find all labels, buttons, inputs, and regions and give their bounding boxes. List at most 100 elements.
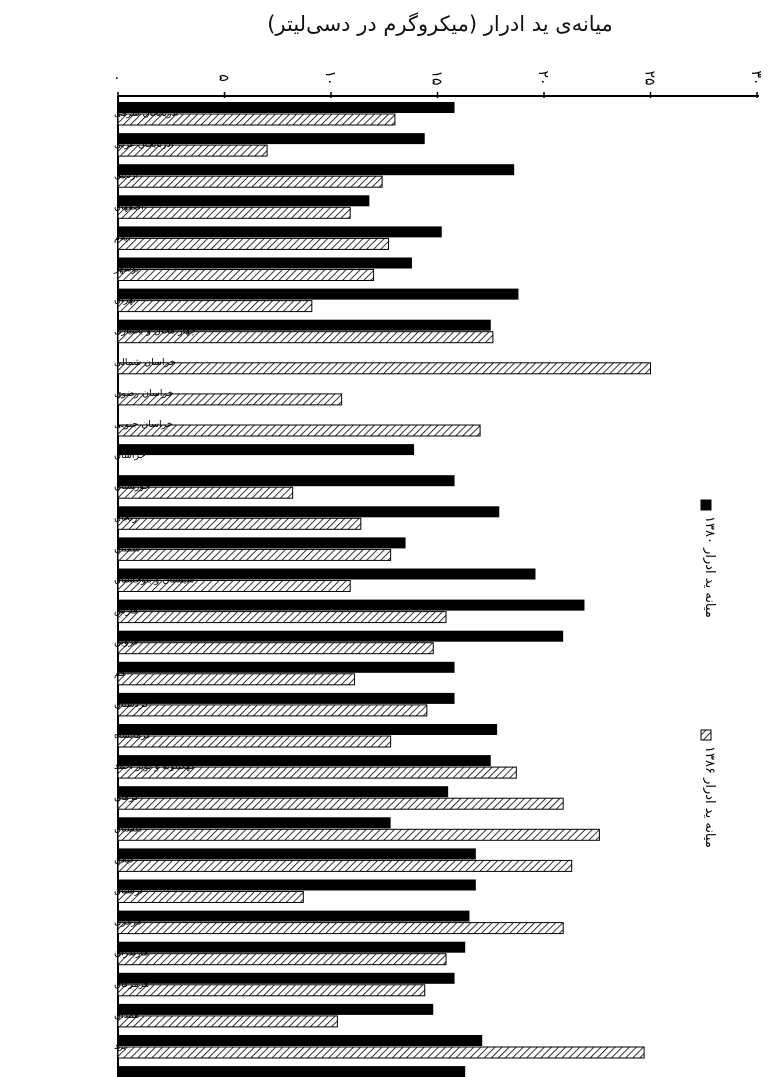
bar-1386 — [117, 362, 651, 375]
x-tick-label: ۱۰ — [322, 70, 338, 85]
category-label: گلستان — [114, 822, 143, 834]
bar-1386 — [117, 673, 355, 686]
category-label: هرمزگان — [114, 978, 149, 990]
bar-1380 — [118, 910, 470, 922]
category-label: ایلام — [114, 232, 131, 243]
category-label: همدان — [114, 1010, 139, 1021]
bar-1386 — [117, 548, 392, 561]
bar-1386 — [117, 331, 494, 344]
bar-1380 — [118, 848, 476, 860]
bar-1380 — [118, 755, 491, 767]
bar-1380 — [118, 1066, 466, 1077]
bar-1380 — [118, 630, 564, 642]
bar-1380 — [118, 102, 455, 113]
category-label: مازندران — [114, 948, 148, 959]
category-label: سیستان و بلوچستان — [114, 575, 194, 586]
x-tick-label: ۱۵ — [429, 70, 445, 85]
x-tick-label: ۲۰ — [535, 70, 551, 85]
bar-1380 — [118, 972, 455, 984]
bar-1386 — [117, 300, 313, 313]
bar-1380 — [118, 1003, 434, 1015]
bar-1386 — [117, 517, 362, 530]
bar-1386 — [117, 580, 351, 592]
bar-1380 — [118, 133, 425, 145]
bar-1380 — [118, 786, 449, 798]
bar-1386 — [117, 269, 375, 281]
category-label: بوشهر — [113, 264, 139, 275]
category-label: کل کشور — [113, 1072, 152, 1077]
bar-1386 — [117, 766, 517, 779]
legend: میانه ید ادرار ۱۳۸۰ میانه ید ادرار ۱۳۸۶ — [700, 499, 717, 848]
category-label: کرمانشاه — [114, 730, 151, 741]
category-label: قزوین — [114, 637, 138, 648]
bar-1380 — [118, 257, 412, 269]
bar-1380 — [118, 879, 476, 891]
bar-1380 — [118, 568, 536, 580]
category-label: کرمان — [114, 792, 139, 803]
bar-1386 — [117, 611, 447, 624]
bar-1386 — [117, 704, 428, 717]
category-label: سمنان — [114, 543, 140, 554]
bar-1380 — [118, 475, 455, 487]
bar-1386 — [117, 984, 426, 997]
bars-layer — [117, 102, 651, 1077]
bar-1380 — [118, 444, 415, 456]
category-label: گیلان — [114, 853, 135, 865]
hatched-square-icon — [700, 729, 712, 741]
bar-1380 — [118, 599, 585, 611]
bar-1386 — [117, 486, 294, 499]
category-label: زنجان — [114, 512, 138, 523]
bar-1380 — [118, 1035, 483, 1046]
category-label: قم — [114, 668, 125, 679]
x-tick-label: ۰ — [109, 74, 125, 82]
category-label: خراسان جنوبی — [114, 419, 173, 430]
category-label: خراسان — [114, 450, 146, 461]
legend-label: میانه ید ادرار ۱۳۸۶ — [702, 746, 717, 848]
bar-1386 — [117, 859, 573, 872]
bar-1380 — [118, 537, 406, 549]
bar-1386 — [117, 393, 343, 406]
bar-1380 — [118, 817, 391, 829]
category-label: یزد — [114, 1041, 126, 1052]
bar-1380 — [118, 226, 442, 238]
x-tick-label: ۲۵ — [642, 70, 658, 85]
category-label: کردستان — [114, 699, 149, 710]
bar-1386 — [117, 175, 383, 188]
bar-1380 — [118, 661, 455, 673]
bar-1380 — [118, 164, 515, 176]
bar-1386 — [117, 828, 600, 841]
bar-1380 — [118, 506, 500, 518]
bar-1380 — [118, 319, 491, 331]
bar-1386 — [117, 144, 268, 157]
bar-1386 — [117, 891, 304, 903]
category-label: تهران — [114, 295, 136, 306]
chart-title: میانه‌ی ید ادرار (میکروگرم در دسی‌لیتر) — [267, 12, 613, 36]
bar-1386 — [117, 1046, 645, 1059]
category-label: آذربایجان غربی — [114, 137, 174, 150]
category-label: چهار محال و بختیاری — [114, 326, 196, 337]
category-label: فارس — [114, 606, 138, 617]
bar-1386 — [117, 642, 434, 655]
category-label: خراسان رضوی — [114, 388, 174, 399]
solid-square-icon — [700, 499, 712, 511]
bar-1386 — [117, 735, 392, 748]
category-label: آذربایجان شرقی — [114, 106, 179, 119]
bar-1386 — [117, 953, 447, 966]
x-tick-label: ۳۰ — [748, 70, 764, 85]
bar-1386 — [117, 113, 396, 126]
category-label: اردبیل — [114, 170, 138, 181]
category-label: خراسان شمالی — [114, 357, 176, 368]
bar-1386 — [117, 1015, 338, 1028]
bar-1380 — [118, 692, 455, 704]
x-tick-label: ۵ — [216, 74, 232, 82]
category-label: خوزستان — [114, 481, 150, 492]
category-label: مرکزی — [114, 917, 142, 928]
bar-1380 — [118, 195, 370, 207]
category-label: کهگیلویه و بویر احمد — [114, 760, 195, 772]
bar-1386 — [117, 424, 481, 437]
bar-1386 — [117, 206, 351, 219]
bar-1380 — [118, 724, 498, 735]
bar-1380 — [118, 941, 466, 953]
bar-1386 — [117, 237, 390, 250]
